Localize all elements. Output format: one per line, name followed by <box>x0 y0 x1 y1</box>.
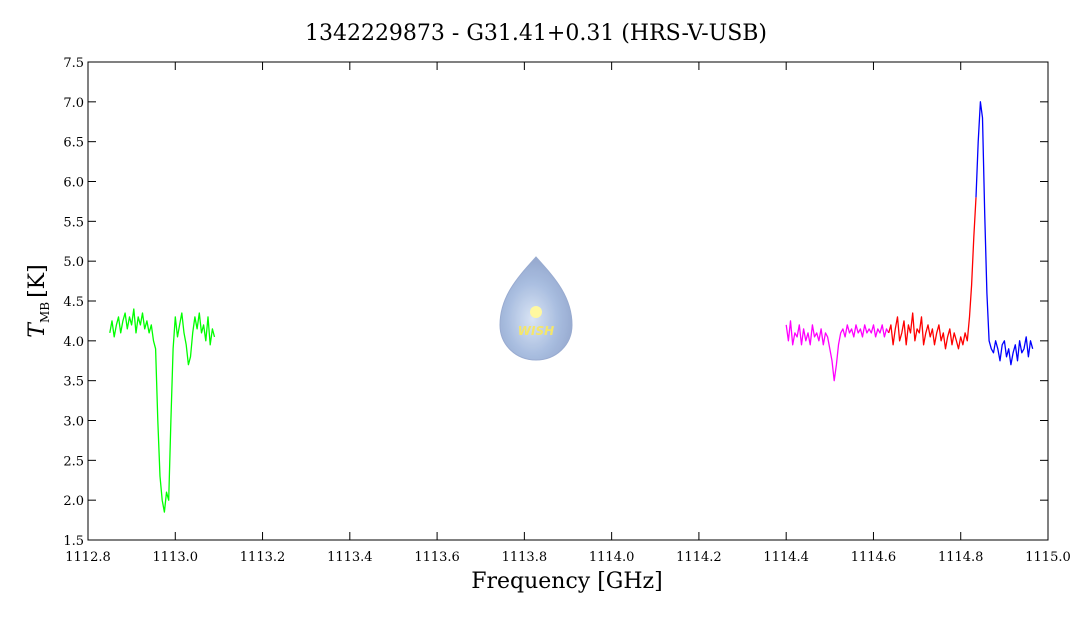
x-tick-label: 1113.0 <box>153 550 199 565</box>
x-tick-label: 1112.8 <box>65 550 111 565</box>
y-tick-label: 6.5 <box>63 136 84 151</box>
y-tick-label: 7.5 <box>63 56 84 71</box>
y-tick-label: 2.5 <box>63 454 84 469</box>
y-tick-label: 5.5 <box>63 215 84 230</box>
y-label-unit: [K] <box>25 264 50 298</box>
y-tick-label: 3.5 <box>63 375 84 390</box>
watermark-text: WISH <box>518 324 554 338</box>
plot-frame <box>87 61 1049 541</box>
x-tick-label: 1115.0 <box>1025 550 1071 565</box>
chart-title: 1342229873 - G31.41+0.31 (HRS-V-USB) <box>305 21 767 46</box>
watermark: WISH <box>499 256 573 361</box>
x-tick-label: 1114.4 <box>763 550 809 565</box>
spectrum-line <box>785 320 890 382</box>
y-tick-label: 6.0 <box>63 176 84 191</box>
y-tick-label: 3.0 <box>63 415 84 430</box>
y-tick-label: 4.0 <box>63 335 84 350</box>
y-tick-label: 7.0 <box>63 96 84 111</box>
spectrum-line <box>888 197 977 350</box>
x-tick-label: 1114.0 <box>589 550 635 565</box>
x-tick-label: 1113.8 <box>502 550 548 565</box>
x-tick-label: 1113.2 <box>240 550 286 565</box>
x-tick-label: 1114.6 <box>851 550 897 565</box>
x-tick-label: 1114.2 <box>676 550 722 565</box>
spectrum-line <box>109 308 216 513</box>
y-label-main: T <box>25 321 50 338</box>
spectrum-line <box>975 101 1034 366</box>
y-tick-label: 1.5 <box>63 534 84 549</box>
watermark-star <box>530 306 542 318</box>
y-tick-label: 2.0 <box>63 494 84 509</box>
x-tick-label: 1113.6 <box>414 550 460 565</box>
x-tick-label: 1114.8 <box>938 550 984 565</box>
y-tick-label: 4.5 <box>63 295 84 310</box>
x-tick-label: 1113.4 <box>327 550 373 565</box>
y-tick-label: 5.0 <box>63 255 84 270</box>
y-axis-label: TMB [K] <box>25 264 52 337</box>
y-label-subscript: MB <box>38 302 52 323</box>
x-axis-label: Frequency [GHz] <box>471 569 663 594</box>
